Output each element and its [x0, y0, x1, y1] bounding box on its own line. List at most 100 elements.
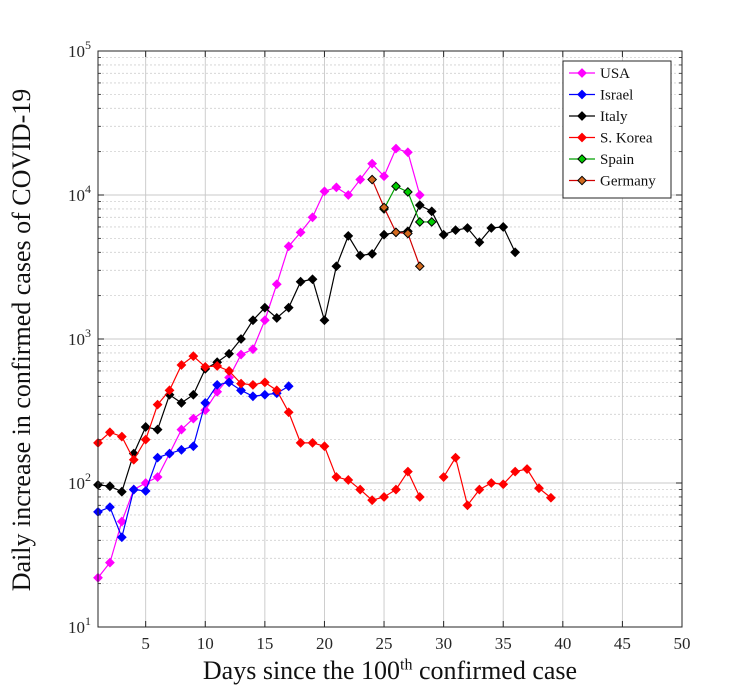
data-point — [379, 202, 389, 213]
x-tick-label: 25 — [376, 634, 393, 653]
data-point — [414, 217, 425, 227]
data-point — [450, 452, 461, 463]
data-point — [283, 381, 294, 392]
data-point — [534, 483, 544, 494]
legend: USA Israel Italy S. Korea Spain Germany — [562, 60, 672, 199]
legend-marker — [577, 154, 587, 164]
series-line — [443, 456, 552, 507]
data-point — [510, 466, 521, 477]
series-germany — [367, 174, 425, 272]
data-point — [105, 481, 115, 492]
data-point — [391, 181, 401, 192]
data-point — [414, 190, 425, 200]
data-point — [212, 361, 223, 371]
data-point — [259, 377, 270, 388]
data-point — [391, 484, 401, 495]
data-point — [450, 225, 461, 236]
data-point — [140, 434, 151, 445]
series-italy — [93, 200, 521, 497]
legend-entry: S. Korea — [569, 131, 653, 147]
data-point — [176, 397, 187, 408]
legend-label: Germany — [600, 174, 656, 190]
data-point — [259, 389, 270, 400]
legend-label: Spain — [600, 152, 635, 168]
x-tick-label: 10 — [197, 634, 214, 653]
series-layer — [93, 143, 556, 583]
legend-label: Israel — [600, 88, 633, 104]
legend-label: S. Korea — [600, 131, 653, 147]
y-axis-label: Daily increase in confirmed cases of COV… — [7, 88, 36, 592]
legend-marker — [577, 175, 587, 186]
data-point — [402, 228, 413, 239]
data-point — [498, 222, 509, 232]
data-point — [176, 360, 187, 370]
data-point — [402, 466, 413, 477]
data-point — [164, 385, 175, 396]
data-point — [271, 313, 282, 323]
legend-marker — [577, 89, 587, 100]
data-point — [188, 441, 199, 452]
data-point — [116, 431, 127, 442]
x-axis-label: Days since the 100th confirmed case — [202, 656, 578, 685]
series-line — [97, 147, 421, 579]
minor-grid — [98, 57, 682, 585]
data-point — [200, 397, 211, 408]
y-tick-label: 101 — [68, 614, 91, 637]
data-point — [188, 413, 199, 424]
data-point — [355, 250, 366, 261]
data-point — [402, 147, 413, 158]
data-point — [236, 378, 246, 389]
x-tick-label: 45 — [614, 634, 631, 653]
legend-label: Italy — [600, 109, 628, 125]
legend-entry: USA — [569, 66, 630, 82]
data-point — [152, 452, 163, 463]
data-point — [414, 200, 425, 211]
data-point — [414, 261, 425, 272]
data-point — [402, 187, 413, 197]
data-point — [474, 237, 485, 248]
data-point — [438, 229, 449, 240]
data-point — [391, 227, 401, 238]
data-point — [271, 279, 282, 290]
legend-entry: Israel — [569, 88, 633, 104]
data-point — [236, 385, 246, 396]
data-point — [319, 315, 330, 326]
data-point — [224, 377, 235, 388]
data-point — [307, 212, 318, 223]
data-point — [212, 386, 223, 397]
y-tick-label: 104 — [68, 182, 91, 205]
data-point — [152, 399, 163, 410]
data-point — [295, 437, 306, 448]
x-tick-label: 5 — [141, 634, 150, 653]
data-point — [128, 454, 139, 465]
legend-entry: Spain — [569, 152, 635, 168]
legend-marker — [577, 132, 587, 143]
data-point — [307, 437, 318, 448]
data-point — [116, 486, 127, 497]
data-point — [510, 247, 521, 258]
x-tick-label: 40 — [554, 634, 571, 653]
data-point — [331, 472, 342, 482]
data-point — [248, 344, 258, 355]
data-point — [414, 492, 425, 502]
series-s-korea — [93, 351, 556, 511]
x-tick-label: 35 — [495, 634, 512, 653]
data-point — [367, 495, 378, 506]
x-tick-label: 30 — [435, 634, 452, 653]
data-point — [367, 248, 378, 259]
data-point — [343, 230, 354, 241]
data-point — [105, 557, 115, 568]
data-point — [116, 532, 127, 543]
data-point — [283, 241, 294, 252]
data-point — [224, 366, 235, 376]
legend-entry: Germany — [569, 174, 656, 190]
legend-box — [562, 60, 672, 199]
data-point — [486, 223, 497, 233]
y-tick-label: 102 — [68, 470, 91, 493]
axes: 5 10 15 20 25 30 35 40 45 50 101 102 103 104 105 — [68, 38, 691, 653]
data-point — [176, 444, 187, 455]
legend-marker — [577, 68, 587, 78]
legend-label: USA — [600, 66, 630, 82]
data-point — [355, 484, 366, 495]
